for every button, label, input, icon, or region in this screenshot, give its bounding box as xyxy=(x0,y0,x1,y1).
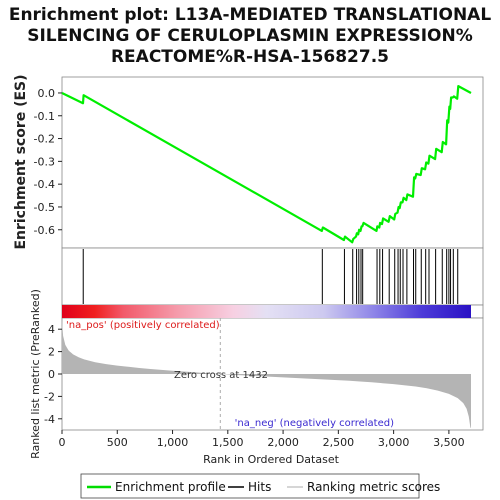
metric-axis-ticks: 4 2 0 -2 -4 xyxy=(44,323,62,426)
legend-entry: Hits xyxy=(248,480,271,494)
legend-entry: Ranking metric scores xyxy=(307,480,440,494)
metric-tick-label: 4 xyxy=(48,323,55,336)
zero-cross-label: Zero cross at 1432 xyxy=(174,370,268,381)
x-axis-label: Rank in Ordered Dataset xyxy=(203,453,340,466)
es-tick-label: -0.2 xyxy=(34,133,55,146)
es-panel-frame xyxy=(61,76,484,249)
x-tick-label: 0 xyxy=(59,436,66,449)
legend-box xyxy=(80,473,420,499)
es-tick-label: -0.4 xyxy=(34,178,55,191)
ranked-list-heatmap xyxy=(62,305,471,318)
metric-tick-label: 2 xyxy=(48,346,55,359)
enrichment-profile xyxy=(61,84,472,244)
title-line-3: REACTOME%R-HSA-156827.5 xyxy=(111,47,389,67)
es-axis-ticks: 0.0 -0.1 -0.2 -0.3 -0.4 -0.5 -0.6 xyxy=(34,87,62,237)
es-axis-label: Enrichment score (ES) xyxy=(13,74,29,249)
ranking-metric-area xyxy=(62,318,471,430)
x-tick-label: 3,000 xyxy=(378,436,410,449)
es-tick-label: -0.3 xyxy=(34,155,55,168)
legend: Enrichment profile Hits Ranking metric sco… xyxy=(80,473,440,499)
x-tick-label: 1,000 xyxy=(157,436,189,449)
x-tick-label: 500 xyxy=(107,436,128,449)
es-tick-label: -0.6 xyxy=(34,224,55,237)
x-axis-ticks: 0 500 1,000 1,500 2,000 2,500 3,000 3,500 xyxy=(59,430,465,449)
es-tick-label: 0.0 xyxy=(38,87,56,100)
metric-tick-label: -4 xyxy=(44,413,55,426)
es-tick-label: -0.1 xyxy=(34,110,55,123)
hit-markers xyxy=(82,249,459,304)
enrichment-profile-line xyxy=(61,84,472,244)
metric-tick-label: -2 xyxy=(44,390,55,403)
es-tick-label: -0.5 xyxy=(34,201,55,214)
chart-title: Enrichment plot: L13A-MEDIATED TRANSLATI… xyxy=(9,5,492,67)
negative-correlation-label: 'na_neg' (negatively correlated) xyxy=(235,418,394,429)
title-line-1: Enrichment plot: L13A-MEDIATED TRANSLATI… xyxy=(9,5,492,25)
x-tick-label: 1,500 xyxy=(212,436,244,449)
metric-tick-label: 0 xyxy=(48,368,55,381)
x-tick-label: 2,500 xyxy=(323,436,355,449)
title-line-2: SILENCING OF CERULOPLASMIN EXPRESSION% xyxy=(27,26,473,46)
legend-entry: Enrichment profile xyxy=(115,480,226,494)
hits-panel-frame xyxy=(61,247,484,306)
x-tick-label: 2,000 xyxy=(267,436,299,449)
ranking-metric-fill xyxy=(62,320,471,428)
x-tick-label: 3,500 xyxy=(433,436,465,449)
positive-correlation-label: 'na_pos' (positively correlated) xyxy=(66,320,220,331)
metric-axis-label: Ranked list metric (PreRanked) xyxy=(29,289,42,459)
